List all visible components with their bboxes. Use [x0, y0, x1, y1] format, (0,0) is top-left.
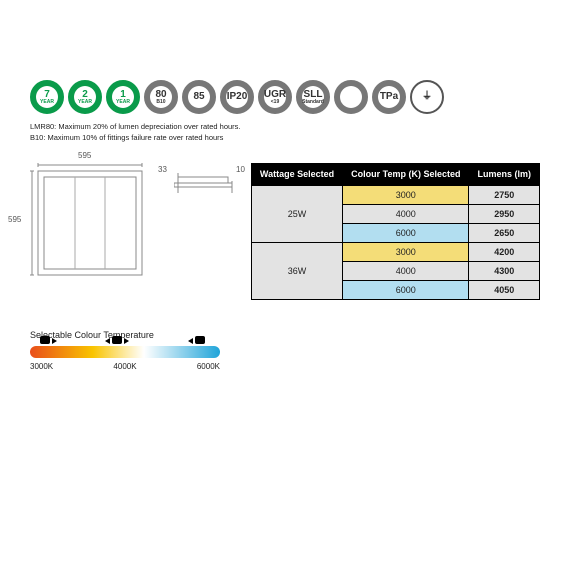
badge: 1YEAR [106, 80, 140, 114]
badge: IP20 [220, 80, 254, 114]
cell-lumens: 4300 [469, 261, 540, 280]
badge: 2YEAR [68, 80, 102, 114]
cell-lumens: 4200 [469, 242, 540, 261]
cell-lumens: 2950 [469, 204, 540, 223]
cell-cct: 6000 [343, 280, 469, 299]
dim-depth2: 10 [236, 165, 245, 174]
front-svg [30, 163, 150, 283]
cct-section: Selectable Colour Temperature 3000K 4000… [30, 330, 540, 371]
badge: 7YEAR [30, 80, 64, 114]
badge: SLLStandard [296, 80, 330, 114]
cell-cct: 4000 [343, 204, 469, 223]
side-view: 33 10 [174, 163, 244, 205]
cell-wattage: 36W [251, 242, 342, 299]
th-lumens: Lumens (lm) [469, 164, 540, 186]
cell-cct: 3000 [343, 242, 469, 261]
cell-wattage: 25W [251, 185, 342, 242]
cell-cct: 3000 [343, 185, 469, 204]
cct-label: 6000K [197, 362, 220, 371]
table-row: 36W30004200 [251, 242, 539, 261]
cell-cct: 4000 [343, 261, 469, 280]
cct-label: 3000K [30, 362, 53, 371]
spec-table: Wattage Selected Colour Temp (K) Selecte… [251, 163, 540, 300]
th-wattage: Wattage Selected [251, 164, 342, 186]
notes: LMR80: Maximum 20% of lumen depreciation… [30, 122, 540, 143]
dim-width: 595 [78, 151, 91, 160]
cell-cct: 6000 [343, 223, 469, 242]
cct-labels: 3000K 4000K 6000K [30, 362, 220, 371]
cct-bar [30, 346, 220, 358]
side-svg [174, 163, 244, 203]
table-row: 25W30002750 [251, 185, 539, 204]
dimension-diagrams: 595 595 33 10 [30, 163, 244, 285]
cct-label: 4000K [113, 362, 136, 371]
dim-height: 595 [8, 215, 21, 224]
badge [334, 80, 368, 114]
cell-lumens: 4050 [469, 280, 540, 299]
badge: UGR<19 [258, 80, 292, 114]
badges-row: 7YEAR2YEAR1YEAR80B1085IP20UGR<19SLLStand… [30, 80, 540, 114]
cell-lumens: 2650 [469, 223, 540, 242]
badge: ⏚ [410, 80, 444, 114]
badge: 80B10 [144, 80, 178, 114]
th-cct: Colour Temp (K) Selected [343, 164, 469, 186]
note-line: B10: Maximum 10% of fittings failure rat… [30, 133, 540, 144]
front-view: 595 595 [30, 163, 150, 285]
cell-lumens: 2750 [469, 185, 540, 204]
badge: TPa [372, 80, 406, 114]
dim-depth1: 33 [158, 165, 167, 174]
note-line: LMR80: Maximum 20% of lumen depreciation… [30, 122, 540, 133]
badge: 85 [182, 80, 216, 114]
